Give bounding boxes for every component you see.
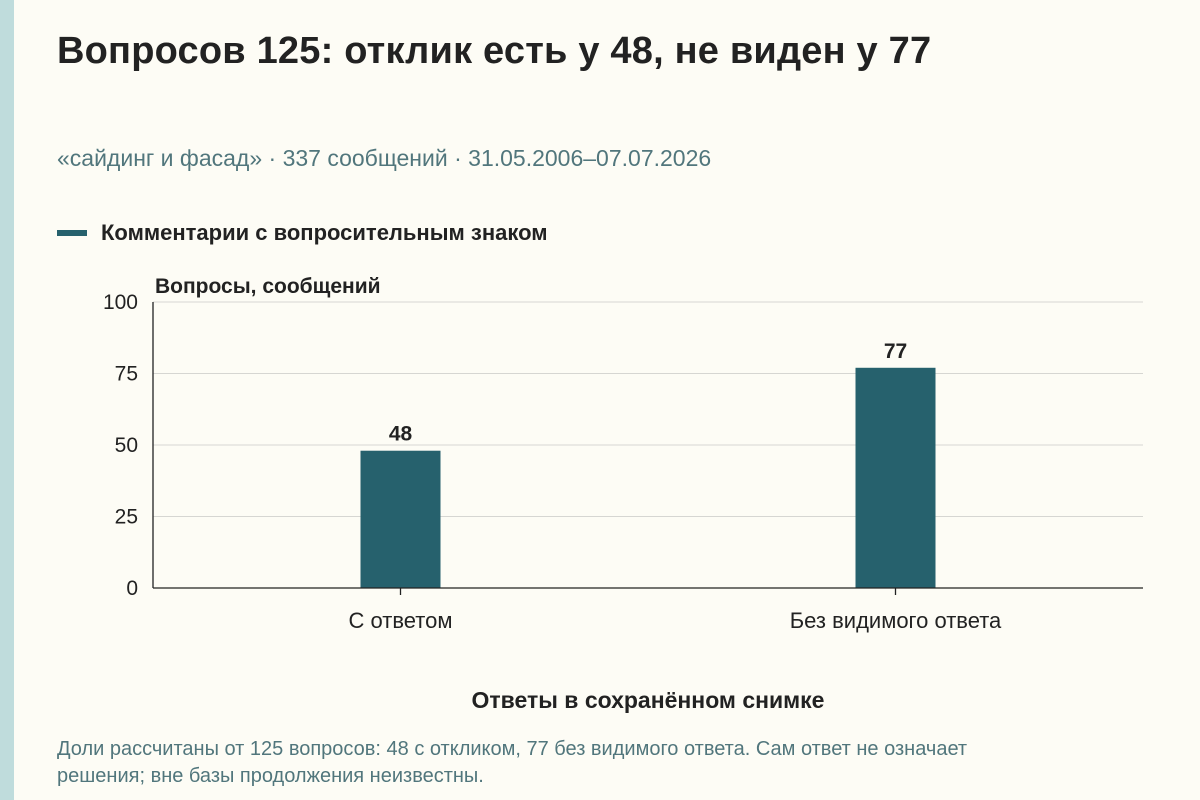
bar-data-label: 77 <box>884 340 907 363</box>
y-tick-label: 0 <box>126 577 138 600</box>
chart-legend: Комментарии с вопросительным знаком <box>57 218 548 248</box>
y-tick-label: 75 <box>115 363 138 386</box>
bar <box>855 367 936 588</box>
legend-label: Комментарии с вопросительным знаком <box>101 220 548 245</box>
x-axis-label: Ответы в сохранённом снимке <box>472 687 825 713</box>
bar <box>360 450 441 588</box>
y-tick-label: 100 <box>103 291 138 314</box>
left-accent-strip <box>0 0 14 800</box>
chart-title: Вопросов 125: отклик есть у 48, не виден… <box>57 30 932 72</box>
footnote: Доли рассчитаны от 125 вопросов: 48 с от… <box>57 738 968 787</box>
y-tick-label: 25 <box>115 506 138 529</box>
bar-data-label: 48 <box>389 423 413 446</box>
legend-swatch <box>57 230 87 236</box>
chart-subtitle: «сайдинг и фасад» · 337 сообщений · 31.0… <box>57 145 712 171</box>
x-tick-label: Без видимого ответа <box>790 608 1002 633</box>
y-axis-label: Вопросы, сообщений <box>155 275 381 298</box>
y-tick-label: 50 <box>115 434 138 457</box>
x-tick-label: С ответом <box>349 608 453 633</box>
